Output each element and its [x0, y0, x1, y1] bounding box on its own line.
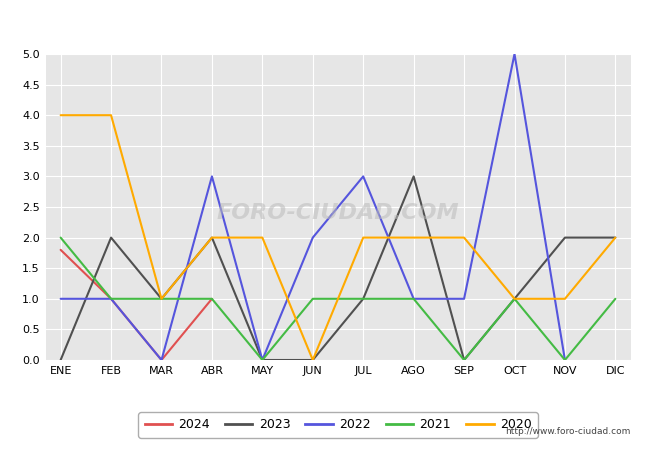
Legend: 2024, 2023, 2022, 2021, 2020: 2024, 2023, 2022, 2021, 2020: [138, 412, 538, 438]
Text: http://www.foro-ciudad.com: http://www.foro-ciudad.com: [505, 428, 630, 436]
Text: Matriculaciones de Vehiculos en Calicasas: Matriculaciones de Vehiculos en Calicasa…: [150, 11, 500, 29]
Text: FORO-CIUDAD.COM: FORO-CIUDAD.COM: [216, 203, 460, 223]
